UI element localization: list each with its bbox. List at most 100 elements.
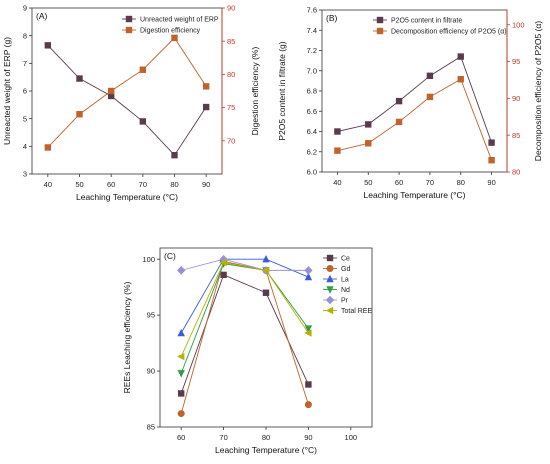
- legend-entry: Gd: [341, 266, 350, 273]
- y-tick-label: 90: [147, 367, 155, 376]
- y2-tick-label: 80: [512, 168, 520, 177]
- data-point: [44, 144, 52, 151]
- data-point: [202, 103, 210, 111]
- y2-tick-label: 85: [512, 131, 520, 140]
- data-point: [220, 271, 227, 279]
- data-point: [304, 272, 313, 281]
- legend-marker: [326, 274, 334, 283]
- legend-entry: Ce: [341, 256, 350, 263]
- data-point: [76, 75, 83, 82]
- data-point: [107, 92, 115, 100]
- data-point: [107, 87, 115, 95]
- y-tick-label: 6.4: [307, 127, 317, 136]
- y2-axis-label: Decomposition efficiency of P2O5 (α): [533, 21, 543, 162]
- legend-marker: [125, 26, 133, 34]
- x-tick-label: 90: [487, 178, 495, 187]
- panel-label: (A): [36, 11, 48, 21]
- data-point: [395, 118, 403, 126]
- data-point: [488, 157, 495, 164]
- data-point: [426, 72, 434, 80]
- data-point: [177, 370, 185, 378]
- series-line-0: [337, 55, 493, 143]
- y-tick-label: 85: [147, 423, 155, 432]
- legend-marker: [376, 27, 384, 35]
- y-tick-label: 7.4: [307, 26, 317, 35]
- x-tick-label: 60: [177, 433, 185, 442]
- data-point: [262, 289, 270, 296]
- data-point: [488, 139, 495, 146]
- legend-entry: La: [341, 277, 349, 284]
- data-point: [304, 401, 312, 409]
- legend-entry: Total REE: [341, 308, 372, 315]
- x-tick-label: 80: [457, 178, 465, 187]
- y-axis-label: REEs Leaching efficiency (%): [122, 281, 132, 393]
- y2-tick-label: 70: [227, 136, 235, 145]
- x-axis-label: Leaching Temperature (°C): [364, 190, 466, 200]
- data-point: [177, 352, 185, 361]
- y-tick-label: 6: [23, 87, 27, 96]
- data-point: [76, 111, 83, 118]
- y-tick-label: 6.0: [307, 168, 317, 177]
- x-tick-label: 50: [364, 178, 372, 187]
- y-tick-label: 6.8: [307, 87, 317, 96]
- series-line-0: [47, 45, 207, 156]
- data-point: [304, 266, 313, 275]
- y-tick-label: 7.0: [307, 66, 317, 75]
- x-tick-label: 40: [333, 178, 341, 187]
- x-tick-label: 80: [170, 180, 178, 189]
- y-tick-label: 8: [23, 31, 27, 40]
- legend-entry: Digestion efficiency: [140, 28, 201, 35]
- data-point: [171, 34, 178, 42]
- y-tick-label: 7.6: [307, 6, 317, 15]
- y2-tick-label: 75: [227, 103, 235, 112]
- series-line-3: [180, 263, 309, 374]
- plot-frame: [159, 247, 373, 428]
- x-tick-label: 70: [139, 180, 147, 189]
- chart-panel-b: 40 50 60 70 80 90 6.0 6.2 6.4 6.6 6.8 7.0 7.2 7.4 7.6 8…: [277, 6, 543, 200]
- y2-tick-label: 85: [227, 37, 235, 46]
- data-point: [426, 93, 434, 101]
- legend-marker: [325, 306, 334, 315]
- series-line-5: [180, 262, 309, 357]
- data-point: [261, 266, 270, 275]
- y-tick-label: 9: [23, 4, 27, 13]
- legend-marker: [125, 15, 133, 23]
- x-tick-label: 60: [395, 178, 403, 187]
- y-tick-label: 6.2: [307, 147, 317, 156]
- x-tick-label: 40: [44, 180, 52, 189]
- legend-entry: Nd: [341, 287, 350, 294]
- legend-marker: [376, 16, 384, 24]
- data-point: [178, 390, 185, 397]
- x-tick-label: 50: [75, 180, 83, 189]
- y-tick-label: 6.6: [307, 107, 317, 116]
- data-point: [304, 325, 313, 333]
- panel-label: (B): [326, 13, 338, 23]
- series-line-1: [180, 260, 309, 414]
- x-tick-label: 60: [107, 180, 115, 189]
- y-tick-label: 7: [23, 59, 27, 68]
- data-point: [171, 151, 178, 159]
- y-tick-label: 4: [23, 142, 27, 151]
- y-axis-label: P2O5 content in filtrate (g): [277, 41, 287, 140]
- data-point: [177, 410, 185, 418]
- data-point: [304, 329, 312, 337]
- panel-label: (C): [164, 251, 176, 261]
- data-point: [365, 121, 372, 128]
- legend-entry: Unreacted weight of ERP: [140, 17, 219, 24]
- data-point: [457, 76, 464, 83]
- data-point: [262, 254, 270, 263]
- x-tick-label: 100: [345, 433, 358, 442]
- x-axis-label: Leaching Temperature (°C): [76, 192, 178, 202]
- y2-tick-label: 90: [227, 4, 235, 13]
- data-point: [395, 97, 403, 105]
- data-point: [139, 118, 147, 125]
- chart-panel-c: 60 70 80 90 100 85 90 95 100 Leaching Temperature…: [122, 247, 373, 455]
- y2-tick-label: 95: [512, 57, 520, 66]
- data-point: [305, 381, 312, 388]
- y2-tick-label: 90: [512, 94, 520, 103]
- legend-entry: P2O5 content in filtrate: [391, 18, 462, 25]
- y-tick-label: 5: [23, 114, 27, 123]
- y-tick-label: 3: [23, 170, 27, 179]
- x-axis-label: Leaching Temperature (°C): [215, 445, 317, 455]
- legend-marker: [325, 295, 335, 305]
